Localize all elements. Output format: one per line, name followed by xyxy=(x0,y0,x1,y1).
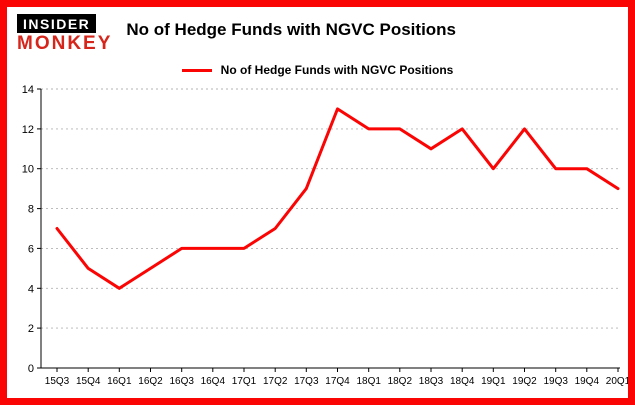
svg-text:18Q2: 18Q2 xyxy=(388,376,413,387)
x-axis-labels: 15Q3 15Q4 16Q1 16Q2 16Q3 16Q4 17Q1 17Q2 17Q3 17Q4… xyxy=(45,368,628,387)
logo-monkey-text: MONKEY xyxy=(17,33,113,54)
legend-line-swatch xyxy=(181,68,212,72)
legend-label: No of Hedge Funds with NGVC Positions xyxy=(220,63,454,77)
svg-text:16Q3: 16Q3 xyxy=(169,376,194,387)
svg-text:8: 8 xyxy=(28,204,34,216)
svg-text:10: 10 xyxy=(22,164,34,176)
svg-text:15Q3: 15Q3 xyxy=(45,376,70,387)
svg-text:20Q1: 20Q1 xyxy=(606,376,628,387)
svg-text:4: 4 xyxy=(28,283,34,295)
svg-text:16Q1: 16Q1 xyxy=(107,376,132,387)
svg-text:17Q4: 17Q4 xyxy=(325,376,350,387)
chart-header: INSIDER MONKEY No of Hedge Funds with NG… xyxy=(7,7,628,59)
svg-text:17Q2: 17Q2 xyxy=(263,376,288,387)
svg-text:17Q1: 17Q1 xyxy=(232,376,257,387)
y-grid-and-labels: 0 2 4 6 8 10 12 14 xyxy=(22,84,620,375)
svg-text:16Q4: 16Q4 xyxy=(201,376,226,387)
svg-text:14: 14 xyxy=(22,84,34,96)
logo-insider-text: INSIDER xyxy=(17,14,97,33)
svg-text:19Q4: 19Q4 xyxy=(575,376,600,387)
svg-text:6: 6 xyxy=(28,243,34,255)
svg-text:15Q4: 15Q4 xyxy=(76,376,101,387)
svg-text:16Q2: 16Q2 xyxy=(138,376,163,387)
svg-text:17Q3: 17Q3 xyxy=(294,376,319,387)
svg-text:19Q1: 19Q1 xyxy=(481,376,506,387)
svg-text:0: 0 xyxy=(28,363,34,375)
svg-text:18Q3: 18Q3 xyxy=(419,376,444,387)
insider-monkey-logo: INSIDER MONKEY xyxy=(17,14,112,53)
line-chart: 0 2 4 6 8 10 12 14 15Q3 15Q4 16Q1 16Q2 16Q3 16Q4 17Q1 1… xyxy=(7,81,628,398)
axes xyxy=(40,89,620,369)
chart-title: No of Hedge Funds with NGVC Positions xyxy=(126,20,457,39)
series-line xyxy=(55,107,620,290)
svg-text:18Q4: 18Q4 xyxy=(450,376,475,387)
svg-text:18Q1: 18Q1 xyxy=(356,376,381,387)
svg-text:12: 12 xyxy=(22,124,34,136)
svg-text:19Q3: 19Q3 xyxy=(543,376,568,387)
svg-text:19Q2: 19Q2 xyxy=(512,376,537,387)
svg-text:2: 2 xyxy=(28,323,34,335)
chart-legend: No of Hedge Funds with NGVC Positions xyxy=(7,59,628,81)
